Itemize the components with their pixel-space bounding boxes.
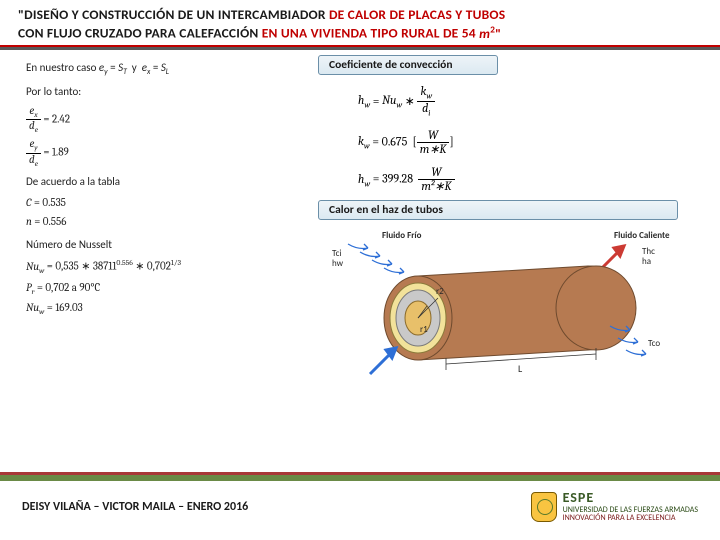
- footer-inner: DEISY VILAÑA – VICTOR MAILA – ENERO 2016…: [0, 481, 720, 522]
- title-2-red: EN UNA VIVIENDA TIPO RURAL DE 54: [262, 25, 479, 42]
- title-2-unit: m2": [479, 25, 501, 42]
- title-1-plain: "DISEÑO Y CONSTRUCCIÓN DE UN INTERCAMBIA…: [18, 6, 329, 23]
- logo-tag: INNOVACIÓN PARA LA EXCELENCIA: [563, 513, 676, 523]
- logo-name: ESPE: [563, 491, 698, 506]
- nusselt-title: Número de Nusselt: [26, 237, 326, 254]
- intro-line: En nuestro caso ey = ST y ex = SL: [26, 60, 326, 79]
- tube-diagram: Fluido Frío Tci hw Fluido Caliente Thc h…: [318, 226, 678, 391]
- logo-text: ESPE UNIVERSIDAD DE LAS FUERZAS ARMADAS …: [563, 491, 698, 522]
- por-lo-tanto: Por lo tanto:: [26, 84, 326, 101]
- label-tco: Tco: [648, 338, 660, 349]
- footer-text: DEISY VILAÑA – VICTOR MAILA – ENERO 2016: [22, 500, 248, 514]
- content: En nuestro caso ey = ST y ex = SL Por lo…: [0, 50, 720, 56]
- eq-hw: hw = Nuw ∗ kwdi: [358, 85, 688, 119]
- label-r2: r2: [436, 286, 444, 297]
- eq-nuw: Nuw = 0,535 ∗ 387110.556 ∗ 0,7021/3: [26, 257, 326, 276]
- footer: DEISY VILAÑA – VICTOR MAILA – ENERO 2016…: [0, 472, 720, 540]
- title-line-2: CON FLUJO CRUZADO PARA CALEFACCIÓN EN UN…: [18, 23, 702, 42]
- hdr-tube-heat: Calor en el haz de tubos: [318, 200, 678, 220]
- title-bar: "DISEÑO Y CONSTRUCCIÓN DE UN INTERCAMBIA…: [0, 0, 720, 44]
- right-column: Coeficiente de convección hw = Nuw ∗ kwd…: [318, 54, 688, 391]
- eq-hw-val: hw = 399.28 Wm²∗K: [358, 166, 688, 193]
- title-2-plain: CON FLUJO CRUZADO PARA CALEFACCIÓN: [18, 25, 262, 42]
- label-hw: hw: [332, 258, 344, 269]
- title-1-red: DE CALOR DE PLACAS Y TUBOS: [329, 6, 505, 23]
- label-r1: r1: [420, 324, 428, 335]
- eq-n: n = 0.556: [26, 214, 326, 231]
- title-line-1: "DISEÑO Y CONSTRUCCIÓN DE UN INTERCAMBIA…: [18, 6, 702, 23]
- label-ha: ha: [642, 256, 651, 267]
- left-column: En nuestro caso ey = ST y ex = SL Por lo…: [26, 54, 326, 322]
- tabla-line: De acuerdo a la tabla: [26, 174, 326, 191]
- eq-pr: Pr = 0,702 a 90°C: [26, 280, 326, 298]
- label-L: L: [518, 362, 523, 375]
- eq-c: C = 0.535: [26, 195, 326, 212]
- eq-ey: eyde = 1.89: [26, 138, 326, 168]
- eq-ex: exde = 2.42: [26, 105, 326, 135]
- eq-nuw-val: Nuw = 169.03: [26, 300, 326, 318]
- label-fluido-frio: Fluido Frío: [382, 230, 422, 241]
- tube-svg: Fluido Frío Tci hw Fluido Caliente Thc h…: [318, 226, 678, 386]
- eq-kw: kw = 0.675 [Wm∗K]: [358, 129, 688, 156]
- shield-icon: [531, 492, 557, 522]
- hdr-convection: Coeficiente de convección: [318, 55, 498, 75]
- espe-logo: ESPE UNIVERSIDAD DE LAS FUERZAS ARMADAS …: [531, 491, 698, 522]
- label-fluido-cal: Fluido Caliente: [614, 230, 670, 241]
